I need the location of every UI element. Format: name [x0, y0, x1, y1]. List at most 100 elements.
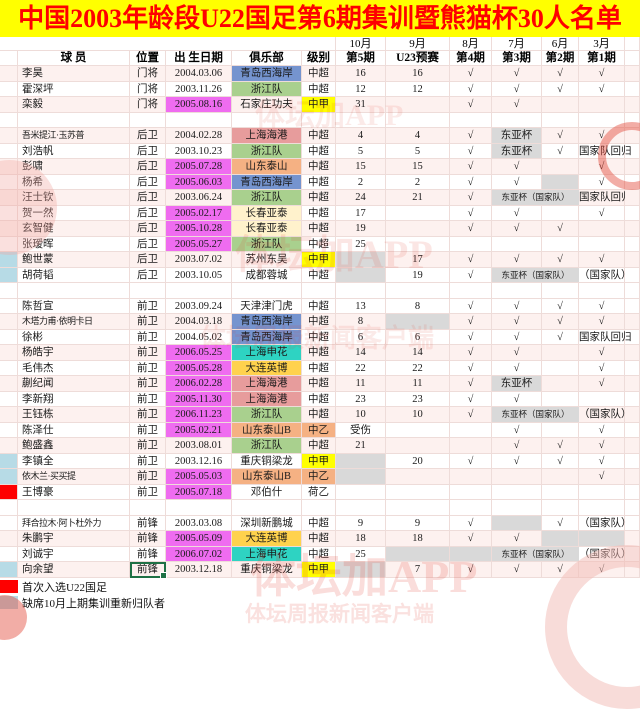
- position-cell[interactable]: 前卫: [130, 422, 166, 438]
- period1-cell[interactable]: √: [579, 376, 625, 392]
- period1-cell[interactable]: √: [579, 360, 625, 376]
- birthdate-cell[interactable]: 2003.11.26: [166, 81, 232, 97]
- level-cell[interactable]: 中超: [302, 345, 336, 361]
- period5-cell[interactable]: 6: [336, 329, 386, 345]
- club-cell[interactable]: 浙江队: [232, 236, 302, 252]
- row-marker-cell[interactable]: [0, 546, 18, 562]
- period4-cell[interactable]: [450, 236, 492, 252]
- period2-cell[interactable]: [542, 376, 579, 392]
- period4-cell[interactable]: √: [450, 453, 492, 469]
- player-name-cell[interactable]: 鲍盛鑫: [18, 438, 130, 454]
- player-name-cell[interactable]: 陈哲宣: [18, 298, 130, 314]
- position-cell[interactable]: 后卫: [130, 190, 166, 206]
- position-cell[interactable]: 前锋: [130, 515, 166, 531]
- period4-cell[interactable]: √: [450, 531, 492, 547]
- player-name-cell[interactable]: 李新翔: [18, 391, 130, 407]
- row-marker-cell[interactable]: [0, 205, 18, 221]
- position-cell[interactable]: 门将: [130, 66, 166, 82]
- club-cell[interactable]: 长春亚泰: [232, 205, 302, 221]
- month-col-sep[interactable]: 9月: [386, 37, 450, 51]
- row-marker-cell[interactable]: [0, 190, 18, 206]
- club-cell[interactable]: 山东泰山B: [232, 422, 302, 438]
- row-marker-cell[interactable]: [0, 66, 18, 82]
- empty-cell[interactable]: [18, 500, 130, 516]
- empty-cell[interactable]: [492, 112, 542, 128]
- birthdate-cell[interactable]: 2006.05.25: [166, 345, 232, 361]
- row-marker-cell[interactable]: [0, 515, 18, 531]
- period2-cell[interactable]: [542, 205, 579, 221]
- club-cell[interactable]: 天津津门虎: [232, 298, 302, 314]
- legend-swatch-lightblue[interactable]: [0, 596, 18, 609]
- extra-cell[interactable]: [625, 159, 640, 175]
- extra-cell[interactable]: [625, 562, 640, 578]
- empty-cell[interactable]: [542, 112, 579, 128]
- club-cell[interactable]: 深圳新鹏城: [232, 515, 302, 531]
- period3-cell[interactable]: [492, 469, 542, 485]
- empty-cell[interactable]: [625, 112, 640, 128]
- club-cell[interactable]: 上海海港: [232, 376, 302, 392]
- period2-cell[interactable]: [542, 174, 579, 190]
- level-cell[interactable]: 中超: [302, 143, 336, 159]
- club-cell[interactable]: 青岛西海岸: [232, 174, 302, 190]
- period1-cell[interactable]: √: [579, 174, 625, 190]
- period3-cell[interactable]: √: [492, 97, 542, 113]
- level-cell[interactable]: 中超: [302, 546, 336, 562]
- header-extra-col[interactable]: [625, 51, 640, 66]
- row-marker-cell[interactable]: [0, 422, 18, 438]
- extra-cell[interactable]: [625, 314, 640, 330]
- row-marker-cell[interactable]: [0, 391, 18, 407]
- empty-cell[interactable]: [625, 283, 640, 299]
- empty-cell[interactable]: [232, 112, 302, 128]
- period4-cell[interactable]: [450, 438, 492, 454]
- u23-qualifier-cell[interactable]: 8: [386, 298, 450, 314]
- club-cell[interactable]: 邓伯什: [232, 484, 302, 500]
- club-cell[interactable]: 大连英博: [232, 360, 302, 376]
- empty-cell[interactable]: [302, 283, 336, 299]
- u23-qualifier-cell[interactable]: 20: [386, 453, 450, 469]
- player-name-cell[interactable]: 胡荷韬: [18, 267, 130, 283]
- period4-cell[interactable]: [450, 546, 492, 562]
- extra-cell[interactable]: [625, 546, 640, 562]
- period1-cell[interactable]: √: [579, 66, 625, 82]
- row-marker-cell[interactable]: [0, 97, 18, 113]
- level-cell[interactable]: 中甲: [302, 453, 336, 469]
- position-cell[interactable]: 后卫: [130, 128, 166, 144]
- position-cell[interactable]: 后卫: [130, 159, 166, 175]
- month-col-jul[interactable]: 7月: [492, 37, 542, 51]
- u23-qualifier-cell[interactable]: 7: [386, 562, 450, 578]
- player-name-cell[interactable]: 依木兰·买买提: [18, 469, 130, 485]
- birthdate-cell[interactable]: 2005.08.16: [166, 97, 232, 113]
- player-name-cell[interactable]: 栾毅: [18, 97, 130, 113]
- period4-cell[interactable]: [450, 469, 492, 485]
- header-period-3[interactable]: 第3期: [492, 51, 542, 66]
- club-cell[interactable]: 成都蓉城: [232, 267, 302, 283]
- u23-qualifier-cell[interactable]: 22: [386, 360, 450, 376]
- period1-cell[interactable]: √: [579, 128, 625, 144]
- period1-cell[interactable]: [579, 97, 625, 113]
- period3-cell[interactable]: √: [492, 205, 542, 221]
- extra-cell[interactable]: [625, 252, 640, 268]
- row-marker-cell[interactable]: [0, 484, 18, 500]
- extra-cell[interactable]: [625, 66, 640, 82]
- header-marker-col[interactable]: [0, 51, 18, 66]
- player-name-cell[interactable]: 汪士钦: [18, 190, 130, 206]
- player-name-cell[interactable]: 鲍世蒙: [18, 252, 130, 268]
- empty-cell[interactable]: [450, 112, 492, 128]
- period5-cell[interactable]: 13: [336, 298, 386, 314]
- player-name-cell[interactable]: 吾米提江·玉苏普: [18, 128, 130, 144]
- row-marker-cell[interactable]: [0, 236, 18, 252]
- period2-cell[interactable]: √: [542, 515, 579, 531]
- legend-swatch-red[interactable]: [0, 580, 18, 593]
- club-cell[interactable]: 浙江队: [232, 81, 302, 97]
- period2-cell[interactable]: √: [542, 81, 579, 97]
- extra-cell[interactable]: [625, 438, 640, 454]
- period1-cell[interactable]: √: [579, 298, 625, 314]
- birthdate-cell[interactable]: 2005.07.18: [166, 484, 232, 500]
- club-cell[interactable]: 上海海港: [232, 128, 302, 144]
- birthdate-cell[interactable]: 2005.11.30: [166, 391, 232, 407]
- u23-qualifier-cell[interactable]: [386, 438, 450, 454]
- row-marker-cell[interactable]: [0, 314, 18, 330]
- position-cell[interactable]: 后卫: [130, 252, 166, 268]
- period4-cell[interactable]: √: [450, 190, 492, 206]
- empty-cell[interactable]: [302, 500, 336, 516]
